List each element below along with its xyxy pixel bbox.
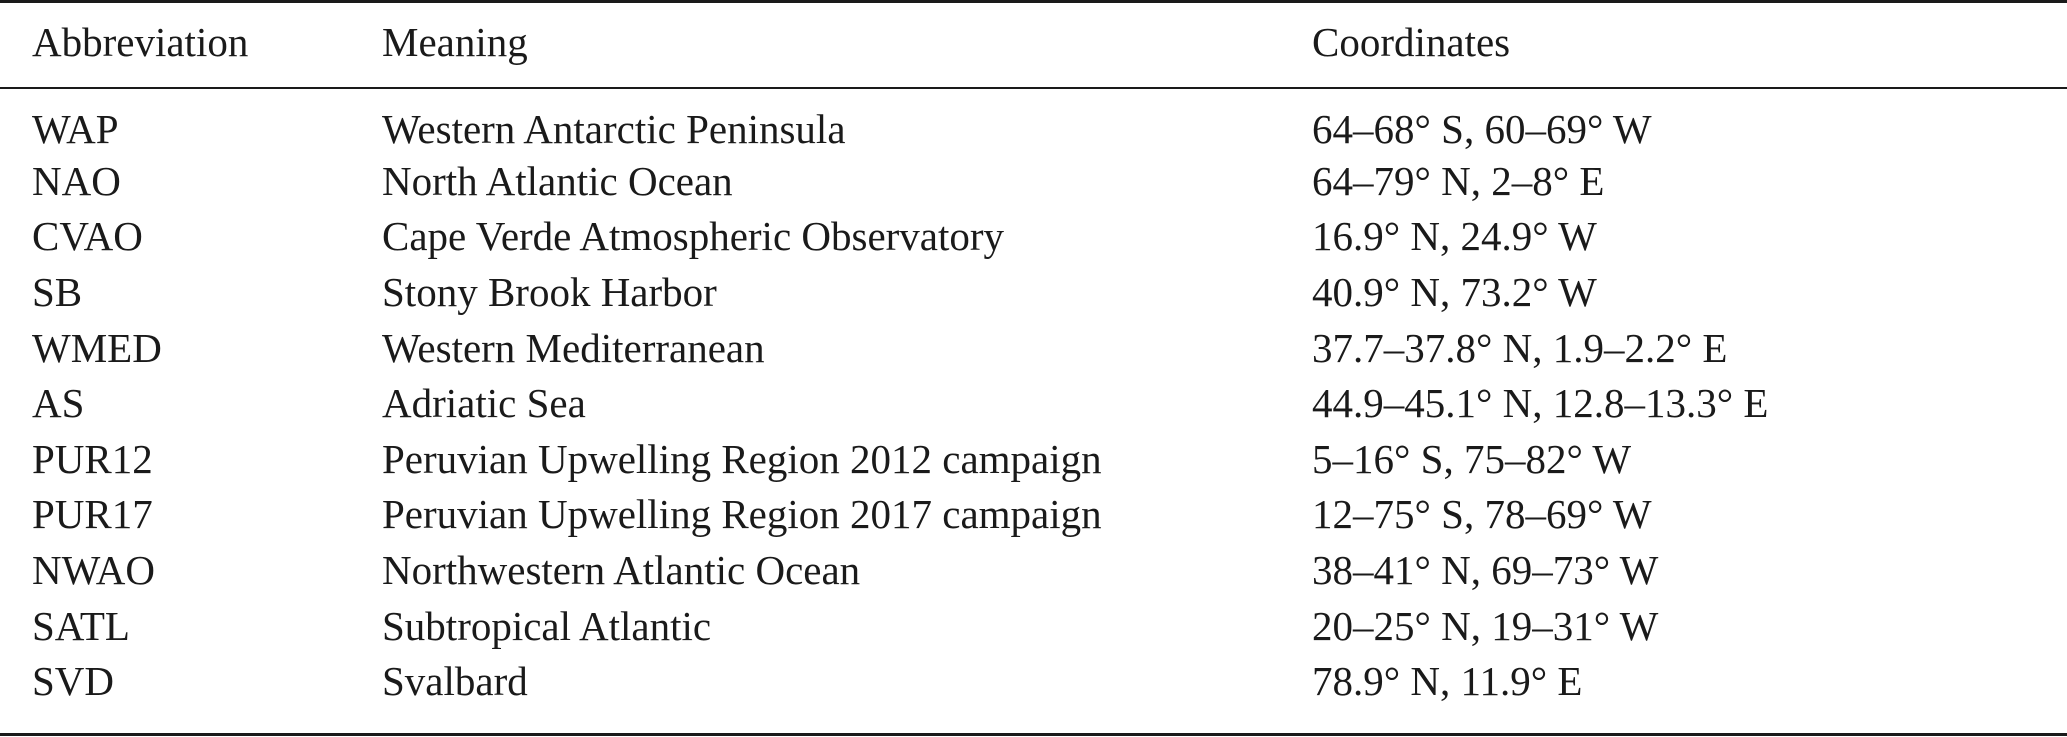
- table-row: SATL Subtropical Atlantic 20–25° N, 19–3…: [0, 598, 2067, 654]
- header-meaning: Meaning: [382, 18, 528, 65]
- cell-meaning: Stony Brook Harbor: [382, 268, 717, 315]
- cell-abbreviation: PUR12: [32, 435, 153, 482]
- cell-abbreviation: AS: [32, 380, 85, 427]
- table-header-rule: [0, 87, 2067, 89]
- cell-meaning: Northwestern Atlantic Ocean: [382, 546, 861, 593]
- table-row: NWAO Northwestern Atlantic Ocean 38–41° …: [0, 542, 2067, 598]
- header-abbreviation: Abbreviation: [32, 18, 249, 65]
- cell-coordinates: 37.7–37.8° N, 1.9–2.2° E: [1312, 324, 1728, 371]
- cell-meaning: Peruvian Upwelling Region 2017 campaign: [382, 491, 1102, 538]
- cell-coordinates: 64–79° N, 2–8° E: [1312, 157, 1605, 204]
- cell-coordinates: 40.9° N, 73.2° W: [1312, 268, 1597, 315]
- cell-coordinates: 20–25° N, 19–31° W: [1312, 602, 1659, 649]
- abbreviation-table: Abbreviation Meaning Coordinates WAP Wes…: [0, 0, 2067, 709]
- cell-abbreviation: WAP: [32, 106, 119, 152]
- cell-meaning: Western Mediterranean: [382, 324, 765, 371]
- table-bottom-rule: [0, 733, 2067, 736]
- cell-abbreviation: NWAO: [32, 546, 155, 593]
- table-row: PUR12 Peruvian Upwelling Region 2012 cam…: [0, 431, 2067, 487]
- table-row: WMED Western Mediterranean 37.7–37.8° N,…: [0, 320, 2067, 376]
- cell-coordinates: 38–41° N, 69–73° W: [1312, 546, 1659, 593]
- cell-meaning: Subtropical Atlantic: [382, 602, 712, 649]
- cell-meaning: Peruvian Upwelling Region 2012 campaign: [382, 435, 1102, 482]
- table-row: SVD Svalbard 78.9° N, 11.9° E: [0, 653, 2067, 709]
- table-row: NAO North Atlantic Ocean 64–79° N, 2–8° …: [0, 153, 2067, 209]
- cell-abbreviation: SVD: [32, 658, 115, 705]
- table-row: SB Stony Brook Harbor 40.9° N, 73.2° W: [0, 264, 2067, 320]
- table-row: PUR17 Peruvian Upwelling Region 2017 cam…: [0, 487, 2067, 543]
- cell-abbreviation: SB: [32, 268, 83, 315]
- cell-coordinates: 78.9° N, 11.9° E: [1312, 658, 1583, 705]
- cell-meaning: Cape Verde Atmospheric Observatory: [382, 213, 1005, 260]
- cell-meaning: Svalbard: [382, 658, 528, 705]
- cell-coordinates: 44.9–45.1° N, 12.8–13.3° E: [1312, 380, 1769, 427]
- table-header-row: Abbreviation Meaning Coordinates: [0, 0, 2067, 87]
- table-top-rule: [0, 0, 2067, 3]
- cell-abbreviation: CVAO: [32, 213, 143, 260]
- cell-abbreviation: NAO: [32, 157, 121, 204]
- cell-meaning: Adriatic Sea: [382, 380, 586, 427]
- cell-meaning: Western Antarctic Peninsula: [382, 106, 846, 152]
- cell-meaning: North Atlantic Ocean: [382, 157, 733, 204]
- cell-coordinates: 64–68° S, 60–69° W: [1312, 106, 1652, 152]
- cell-abbreviation: WMED: [32, 324, 162, 371]
- cell-coordinates: 12–75° S, 78–69° W: [1312, 491, 1652, 538]
- cell-abbreviation: PUR17: [32, 491, 153, 538]
- cell-coordinates: 16.9° N, 24.9° W: [1312, 213, 1597, 260]
- cell-abbreviation: SATL: [32, 602, 130, 649]
- table-row: AS Adriatic Sea 44.9–45.1° N, 12.8–13.3°…: [0, 375, 2067, 431]
- cell-coordinates: 5–16° S, 75–82° W: [1312, 435, 1632, 482]
- table-row: WAP Western Antarctic Peninsula 64–68° S…: [0, 87, 2067, 153]
- table-row: CVAO Cape Verde Atmospheric Observatory …: [0, 209, 2067, 265]
- header-coordinates: Coordinates: [1312, 18, 1511, 65]
